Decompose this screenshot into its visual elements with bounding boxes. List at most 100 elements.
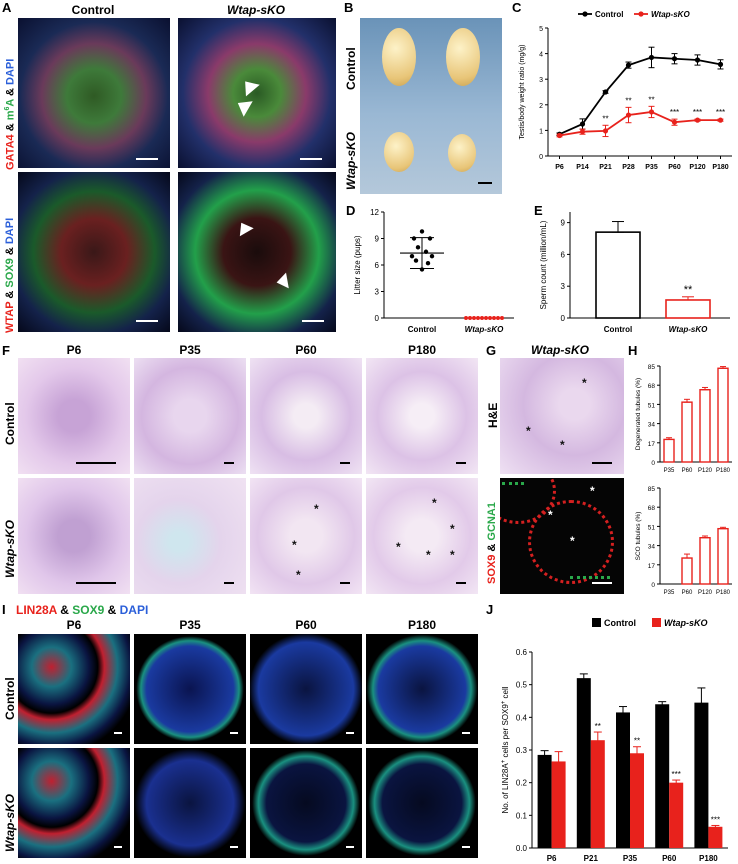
x-tick-label: Wtap-sKO — [465, 325, 504, 334]
data-point — [415, 245, 421, 250]
bar-ko — [590, 740, 605, 848]
y-tick-label: 51 — [648, 524, 656, 531]
micrograph-i-ko-p60 — [250, 748, 362, 858]
y-tick-label: 3 — [539, 77, 543, 84]
x-tick-label: P60 — [682, 590, 693, 596]
significance-label: ** — [625, 96, 631, 105]
bar — [717, 367, 729, 463]
micrograph-g-sox9-gcna1: * * * — [500, 478, 624, 594]
bar-ko — [669, 782, 684, 848]
y-tick-label: 3 — [561, 282, 566, 291]
significance-label: ** — [602, 114, 608, 123]
testis-control — [446, 28, 480, 86]
y-tick-label: 9 — [561, 219, 566, 228]
micrograph-a-control-gata4 — [18, 18, 170, 168]
panel-g-row2-stain: SOX9 & GCNA1 — [486, 502, 498, 584]
degenerated-tubule-marker: * — [396, 540, 401, 554]
y-axis-label: No. of LIN28A+ cells per SOX9+ cell — [501, 686, 510, 813]
scale-bar — [114, 846, 122, 848]
chart-d: 0 3 6 9 12 Litter size (pups) Control Wtap-sKO — [353, 208, 514, 334]
scale-bar — [230, 846, 238, 848]
arrowhead-marker — [234, 218, 254, 237]
y-tick-label: 17 — [648, 441, 656, 448]
degenerated-tubule-marker: * — [560, 438, 565, 452]
x-tick-label: P35 — [623, 854, 638, 863]
legend-label-ko: Wtap-sKO — [664, 618, 708, 628]
data-point — [480, 316, 484, 320]
testis-ko — [384, 132, 414, 172]
y-axis-label: SCO tubules (%) — [635, 512, 642, 561]
degenerated-tubule-marker: * — [582, 376, 587, 390]
panel-f-col-title: P35 — [179, 343, 201, 357]
micrograph-i-ko-p180 — [366, 748, 478, 858]
degenerated-tubule-marker: * — [450, 548, 455, 562]
significance-label: *** — [672, 770, 681, 779]
micrograph-f-control-p60 — [250, 358, 362, 474]
significance-label: *** — [693, 108, 702, 117]
x-tick-label: Control — [604, 325, 632, 334]
data-point — [419, 267, 425, 272]
bar-control — [616, 712, 630, 848]
panel-i-col-title: P6 — [66, 618, 82, 632]
data-point — [476, 316, 480, 320]
y-tick-label: 0.5 — [516, 681, 528, 690]
panel-label-d: D — [346, 203, 356, 218]
bar-control — [576, 678, 591, 848]
y-tick-label: 0.6 — [516, 648, 528, 657]
data-point — [602, 128, 609, 134]
micrograph-f-ko-p35 — [134, 478, 246, 594]
micrograph-i-control-p35 — [134, 634, 246, 744]
tubule-marker: * — [590, 484, 595, 498]
data-point — [717, 61, 724, 67]
data-point — [556, 132, 563, 139]
degenerated-tubule-marker: * — [296, 568, 301, 582]
data-point — [500, 316, 504, 320]
x-tick-label: P14 — [576, 164, 589, 171]
testis-ko — [448, 134, 476, 172]
germ-cell-signal — [570, 576, 610, 589]
scale-bar — [592, 462, 612, 464]
degenerated-tubule-marker: * — [426, 548, 431, 562]
x-tick-label: P180 — [716, 468, 731, 474]
scale-bar — [478, 182, 492, 184]
chart-e: 0 3 6 9 Sperm count (million/mL) Control Wtap-… — [539, 212, 730, 334]
germ-cell-signal — [502, 482, 524, 495]
micrograph-f-ko-p180: * * * * * — [366, 478, 478, 594]
bar — [681, 557, 693, 585]
scale-bar — [76, 582, 116, 584]
y-tick-label: 51 — [648, 402, 656, 409]
data-point — [671, 119, 678, 125]
bar — [699, 536, 711, 585]
y-tick-label: 85 — [648, 486, 656, 493]
scale-bar — [136, 158, 158, 160]
significance-label: *** — [711, 815, 720, 824]
scale-bar — [114, 732, 122, 734]
panel-a-col-title-control: Control — [71, 3, 115, 17]
scale-bar — [230, 732, 238, 734]
x-tick-label: P120 — [698, 590, 713, 596]
bar — [681, 401, 693, 463]
panel-label-i: I — [2, 602, 6, 617]
micrograph-i-ko-p6 — [18, 748, 130, 858]
legend-label-control: Control — [595, 10, 623, 19]
panel-label-f: F — [2, 343, 10, 358]
bar-ko — [630, 753, 644, 848]
data-point — [427, 236, 433, 241]
chart-h-degenerated: 0 17 34 51 68 85 Degenerated tubules (%) P35 P60… — [635, 364, 732, 474]
y-tick-label: 34 — [648, 544, 656, 551]
scale-bar — [224, 582, 234, 584]
panel-b-row-title-ko: Wtap-sKO — [344, 132, 358, 190]
degenerated-tubule-marker: * — [450, 522, 455, 536]
panel-i-col-title: P35 — [179, 618, 201, 632]
panel-b-row-title-control: Control — [344, 47, 358, 90]
y-axis-label: Testis/body weight ratio (mg/g) — [519, 45, 526, 140]
data-point — [625, 112, 632, 118]
degenerated-tubule-marker: * — [526, 424, 531, 438]
x-tick-label: P21 — [599, 164, 612, 171]
y-tick-label: 0 — [651, 582, 655, 589]
micrograph-f-control-p6 — [18, 358, 130, 474]
data-point — [492, 316, 496, 320]
arrowhead-marker — [233, 95, 253, 117]
scale-bar — [136, 320, 158, 322]
y-tick-label: 0 — [539, 154, 543, 161]
